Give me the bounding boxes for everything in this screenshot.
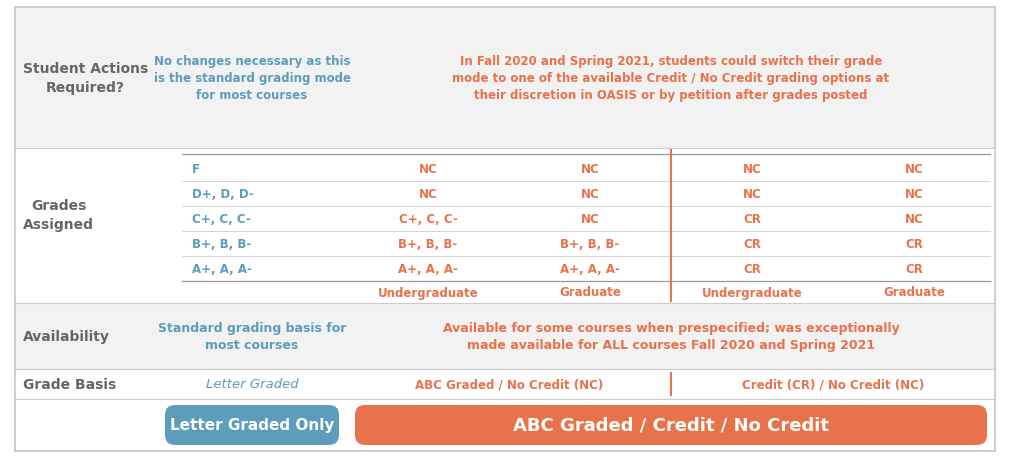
Text: CR: CR (743, 237, 761, 251)
Text: CR: CR (743, 213, 761, 225)
Text: NC: NC (905, 188, 923, 201)
Text: Graduate: Graduate (560, 286, 621, 299)
Text: D+, D, D-: D+, D, D- (192, 188, 254, 201)
Text: NC: NC (905, 162, 923, 176)
Text: Graduate: Graduate (883, 286, 945, 299)
Text: No changes necessary as this
is the standard grading mode
for most courses: No changes necessary as this is the stan… (154, 55, 350, 102)
Text: NC: NC (905, 213, 923, 225)
Text: Letter Graded: Letter Graded (206, 378, 298, 391)
Text: Undergraduate: Undergraduate (702, 286, 802, 299)
Text: Available for some courses when prespecified; was exceptionally
made available f: Available for some courses when prespeci… (442, 321, 899, 351)
Text: Availability: Availability (23, 329, 110, 343)
Text: Grade Basis: Grade Basis (23, 377, 116, 391)
FancyBboxPatch shape (355, 405, 987, 445)
Text: CR: CR (905, 237, 923, 251)
Text: C+, C, C-: C+, C, C- (192, 213, 250, 225)
Text: A+, A, A-: A+, A, A- (398, 263, 458, 275)
Text: B+, B, B-: B+, B, B- (398, 237, 458, 251)
Text: In Fall 2020 and Spring 2021, students could switch their grade
mode to one of t: In Fall 2020 and Spring 2021, students c… (452, 55, 890, 102)
Text: Credit (CR) / No Credit (NC): Credit (CR) / No Credit (NC) (742, 378, 924, 391)
Text: B+, B, B-: B+, B, B- (192, 237, 251, 251)
Text: ABC Graded / No Credit (NC): ABC Graded / No Credit (NC) (415, 378, 603, 391)
Text: Letter Graded Only: Letter Graded Only (170, 418, 334, 432)
Text: B+, B, B-: B+, B, B- (561, 237, 619, 251)
Text: NC: NC (418, 188, 437, 201)
Text: NC: NC (418, 162, 437, 176)
Text: A+, A, A-: A+, A, A- (561, 263, 620, 275)
Text: Student Actions
Required?: Student Actions Required? (23, 62, 148, 95)
Text: Standard grading basis for
most courses: Standard grading basis for most courses (158, 321, 346, 351)
FancyBboxPatch shape (165, 405, 339, 445)
Bar (15, 149, 995, 303)
Text: Undergraduate: Undergraduate (378, 286, 479, 299)
Text: NC: NC (742, 188, 762, 201)
Bar (15, 8, 995, 149)
Text: NC: NC (581, 162, 599, 176)
Text: A+, A, A-: A+, A, A- (192, 263, 251, 275)
Text: CR: CR (743, 263, 761, 275)
Text: F: F (192, 162, 200, 176)
Text: C+, C, C-: C+, C, C- (399, 213, 458, 225)
Text: ABC Graded / Credit / No Credit: ABC Graded / Credit / No Credit (513, 416, 829, 434)
Text: NC: NC (742, 162, 762, 176)
Bar (15, 369, 995, 399)
Text: NC: NC (581, 213, 599, 225)
Text: NC: NC (581, 188, 599, 201)
Text: Grades
Assigned: Grades Assigned (23, 199, 94, 231)
Text: CR: CR (905, 263, 923, 275)
Bar (15, 303, 995, 369)
